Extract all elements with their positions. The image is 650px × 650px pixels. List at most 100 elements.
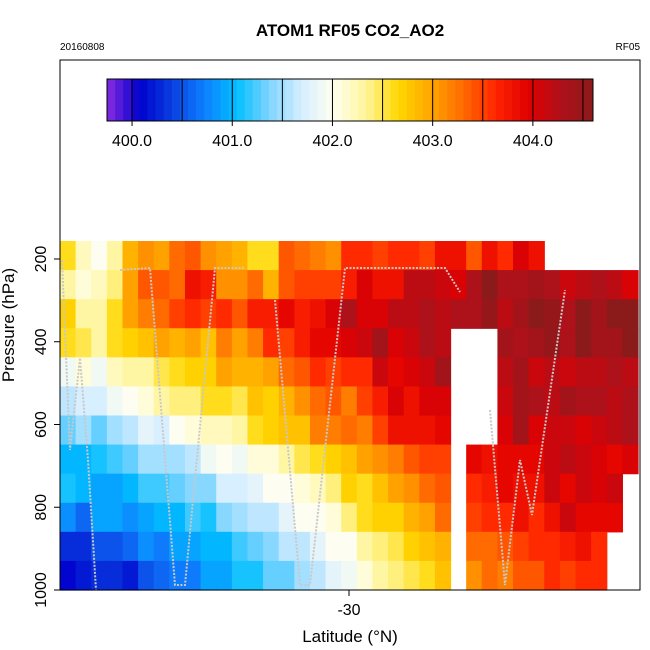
heatmap-cell xyxy=(309,241,327,271)
heatmap-cell xyxy=(106,241,124,271)
heatmap-cell xyxy=(247,270,264,300)
heatmap-cell xyxy=(278,444,295,475)
heatmap-cell xyxy=(434,415,452,446)
heatmap-cell xyxy=(278,386,295,417)
heatmap-cell xyxy=(106,531,124,562)
colorbar-segment xyxy=(576,79,586,121)
heatmap-cell xyxy=(216,415,233,446)
heatmap-cell xyxy=(153,444,170,475)
heatmap-cell xyxy=(153,560,170,591)
heatmap-cell xyxy=(169,560,186,591)
heatmap-cell xyxy=(372,299,389,329)
heatmap-cell xyxy=(153,299,170,329)
heatmap-cell xyxy=(528,560,545,591)
heatmap-cell xyxy=(575,270,592,300)
heatmap-cell xyxy=(309,357,327,388)
heatmap-cell xyxy=(497,357,514,388)
heatmap-cell xyxy=(403,270,420,300)
heatmap-cell xyxy=(216,444,233,475)
heatmap-cell xyxy=(75,560,92,591)
heatmap-cell xyxy=(341,299,358,329)
heatmap-cell xyxy=(247,415,264,446)
heatmap-cell xyxy=(216,241,233,271)
heatmap-cell xyxy=(356,328,374,358)
y-tick-label: 1000 xyxy=(33,572,50,608)
heatmap-cell xyxy=(169,502,186,533)
heatmap-cell xyxy=(138,357,155,388)
chart-title: ATOM1 RF05 CO2_AO2 xyxy=(256,21,444,40)
colorbar-segment xyxy=(285,79,294,121)
date-label: 20160808 xyxy=(60,42,105,53)
heatmap-cell xyxy=(138,415,155,446)
heatmap-cell xyxy=(122,270,139,300)
heatmap-cell xyxy=(513,270,530,300)
heatmap-cell xyxy=(622,415,639,446)
colorbar-segment xyxy=(309,79,319,121)
heatmap-cell xyxy=(450,299,467,329)
colorbar-segment xyxy=(503,79,513,121)
colorbar-segment xyxy=(350,79,359,121)
heatmap-cell xyxy=(528,502,545,533)
heatmap-cell xyxy=(544,328,561,358)
heatmap-cell xyxy=(122,386,139,417)
heatmap-cell xyxy=(591,531,608,562)
heatmap-cell xyxy=(606,357,623,388)
heatmap-cell xyxy=(528,386,545,417)
heatmap-cell xyxy=(75,299,92,329)
heatmap-cell xyxy=(91,415,108,446)
heatmap-cell xyxy=(513,415,530,446)
heatmap-cell xyxy=(403,241,420,271)
heatmap-cell xyxy=(622,357,639,388)
heatmap-cell xyxy=(466,299,483,329)
heatmap-cell xyxy=(216,560,233,591)
heatmap-cell xyxy=(388,386,405,417)
heatmap-cell xyxy=(247,357,264,388)
heatmap-cell xyxy=(388,473,405,504)
heatmap-cell xyxy=(419,386,436,417)
heatmap-cell xyxy=(434,299,452,329)
heatmap-cell xyxy=(434,386,452,417)
heatmap-cell xyxy=(200,473,217,504)
heatmap-cell xyxy=(356,444,374,475)
heatmap-cell xyxy=(528,328,545,358)
heatmap-cell xyxy=(309,560,327,591)
heatmap-cell xyxy=(122,560,139,591)
heatmap-cell xyxy=(497,241,514,271)
heatmap-cell xyxy=(528,241,545,271)
heatmap-cell xyxy=(216,270,233,300)
heatmap-cell xyxy=(325,241,342,271)
heatmap-cell xyxy=(513,560,530,591)
heatmap-cell xyxy=(169,270,186,300)
heatmap-cell xyxy=(513,241,530,271)
colorbar-segment xyxy=(179,79,189,121)
colorbar-segment xyxy=(277,79,286,121)
heatmap-cell xyxy=(559,328,577,358)
heatmap-cell xyxy=(294,357,311,388)
heatmap-cell xyxy=(200,560,217,591)
heatmap-cell xyxy=(481,560,498,591)
heatmap-cell xyxy=(606,502,623,533)
heatmap-cell xyxy=(419,328,436,358)
heatmap-cell xyxy=(341,270,358,300)
heatmap-cell xyxy=(169,531,186,562)
heatmap-cell xyxy=(403,502,420,533)
heatmap-cell xyxy=(153,241,170,271)
heatmap-cell xyxy=(356,357,374,388)
heatmap-cell xyxy=(75,357,92,388)
heatmap-cell xyxy=(528,299,545,329)
heatmap-cell xyxy=(341,502,358,533)
heatmap-cell xyxy=(184,241,202,271)
heatmap-cell xyxy=(231,444,249,475)
heatmap-cell xyxy=(325,328,342,358)
heatmap-cell xyxy=(138,531,155,562)
heatmap-cell xyxy=(434,357,452,388)
heatmap-cell xyxy=(184,386,202,417)
heatmap-cell xyxy=(122,299,139,329)
heatmap-cell xyxy=(231,328,249,358)
heatmap-cell xyxy=(497,328,514,358)
heatmap-cell xyxy=(591,270,608,300)
heatmap-cell xyxy=(169,241,186,271)
colorbar-tick-label: 403.0 xyxy=(413,133,453,150)
heatmap-cell xyxy=(231,531,249,562)
heatmap-cell xyxy=(513,531,530,562)
